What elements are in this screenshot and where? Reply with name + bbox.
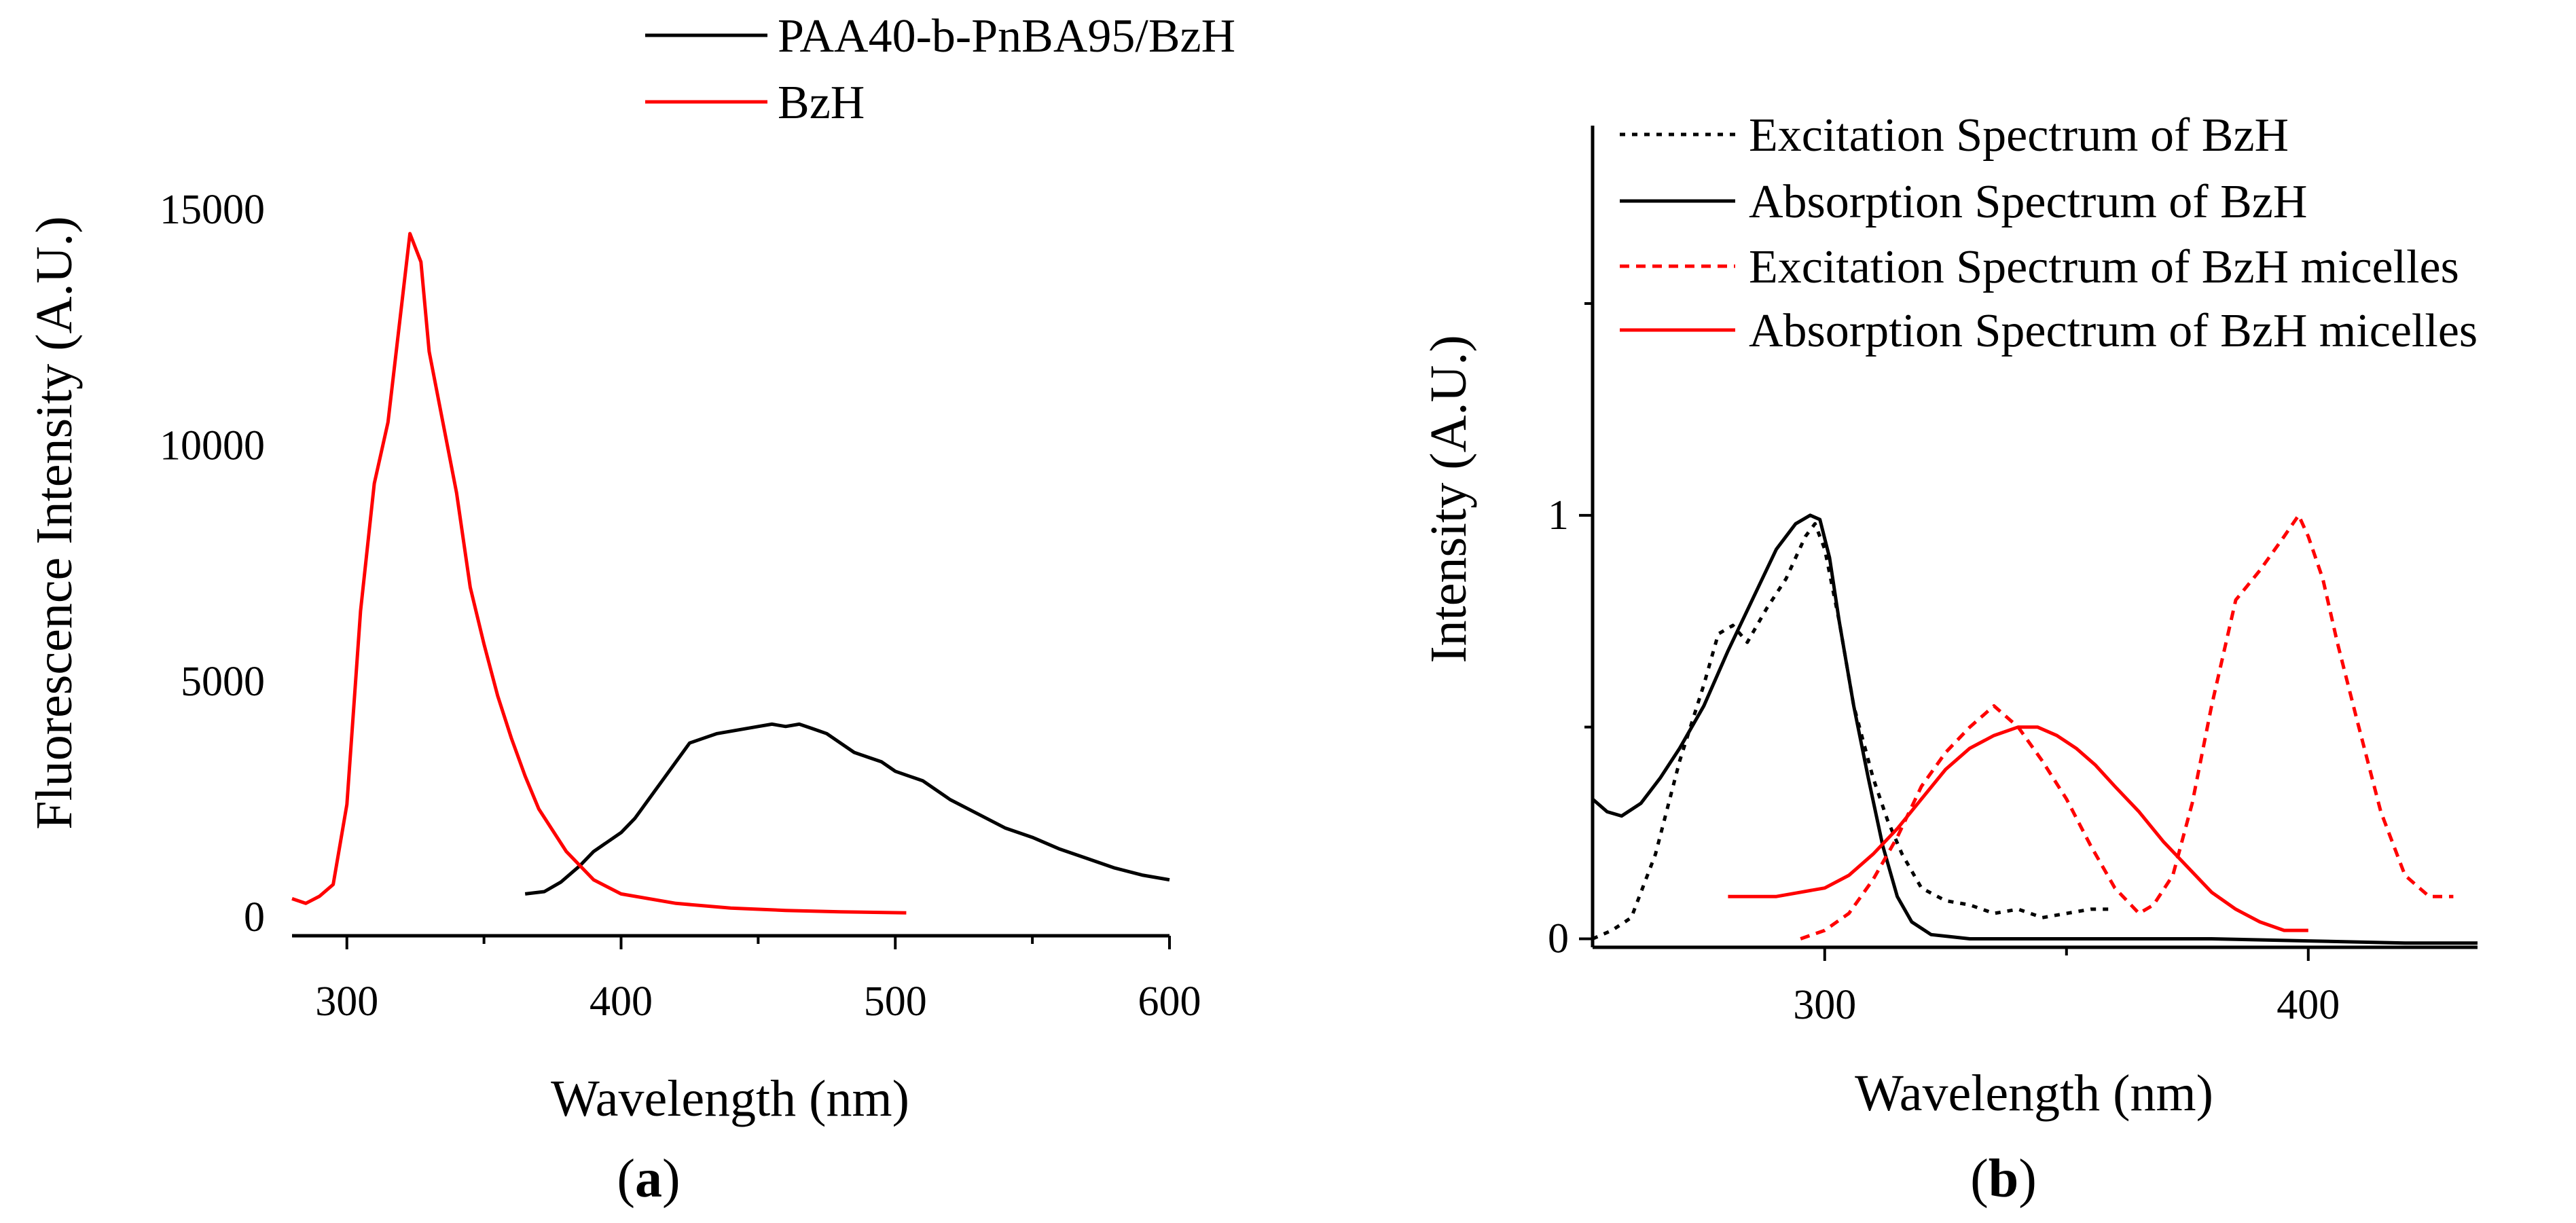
- series-bzh: [291, 232, 907, 915]
- panel-a-label: (a): [617, 1149, 680, 1209]
- legend-label-bzh: BzH: [778, 77, 865, 129]
- panel-b-x-ticks: 300 400: [1793, 947, 2340, 1028]
- x-tick-label-400: 400: [589, 979, 653, 1025]
- panel-a: 300 400 500 600 0 5000 10000 15000 Wavelength …: [26, 10, 1235, 1209]
- y-tick-label-1: 1: [1548, 492, 1569, 539]
- x-tick-label-600: 600: [1138, 979, 1201, 1025]
- panel-a-legend: PAA40-b-PnBA95/BzH BzH: [645, 10, 1235, 129]
- x-tick-label-300: 300: [1793, 982, 1856, 1028]
- y-tick-label-15000: 15000: [160, 187, 265, 233]
- legend-label-excitation-micelles: Excitation Spectrum of BzH micelles: [1749, 241, 2459, 293]
- panel-a-x-axis-title: Wavelength (nm): [551, 1070, 909, 1127]
- panel-a-y-axis-title: Fluorescence Intensity (A.U.): [26, 216, 83, 829]
- legend-label-paa40: PAA40-b-PnBA95/BzH: [778, 10, 1235, 62]
- panel-b-y-axis-title: Intensity (A.U.): [1420, 335, 1477, 663]
- panel-b-legend: Excitation Spectrum of BzH Absorption Sp…: [1620, 109, 2478, 357]
- series-excitation-spectrum-of-bzh-micelles: [1800, 513, 2454, 941]
- panel-a-x-ticks: 300 400 500 600: [315, 936, 1201, 1025]
- panel-b-label: (b): [1970, 1149, 2037, 1209]
- series-absorption-spectrum-of-bzh-micelles: [1728, 725, 2308, 932]
- y-tick-label-0: 0: [1548, 916, 1569, 962]
- x-tick-label-400: 400: [2276, 982, 2340, 1028]
- y-tick-label-10000: 10000: [160, 423, 265, 469]
- series-absorption-spectrum-of-bzh: [1591, 513, 2478, 945]
- legend-label-excitation-bzh: Excitation Spectrum of BzH: [1749, 109, 2289, 162]
- panel-b-series: [1591, 513, 2478, 945]
- panel-a-series: [291, 232, 1170, 915]
- panel-b-x-axis-title: Wavelength (nm): [1855, 1065, 2213, 1122]
- x-tick-label-300: 300: [315, 979, 378, 1025]
- y-tick-label-5000: 5000: [181, 659, 265, 705]
- legend-label-absorption-micelles: Absorption Spectrum of BzH micelles: [1749, 305, 2478, 357]
- legend-label-absorption-bzh: Absorption Spectrum of BzH: [1749, 176, 2307, 228]
- y-tick-label-0: 0: [244, 894, 265, 941]
- x-tick-label-500: 500: [864, 979, 927, 1025]
- series-excitation-spectrum-of-bzh: [1592, 522, 2115, 941]
- series-paa40-b-pnba95-bzh: [524, 722, 1170, 896]
- panel-b-y-ticks: 01: [1548, 302, 1593, 962]
- panel-b: 300 400 01 Wavelength (nm) Intensity (A.U…: [1420, 109, 2478, 1209]
- panel-a-y-ticks: 0 5000 10000 15000: [160, 187, 265, 941]
